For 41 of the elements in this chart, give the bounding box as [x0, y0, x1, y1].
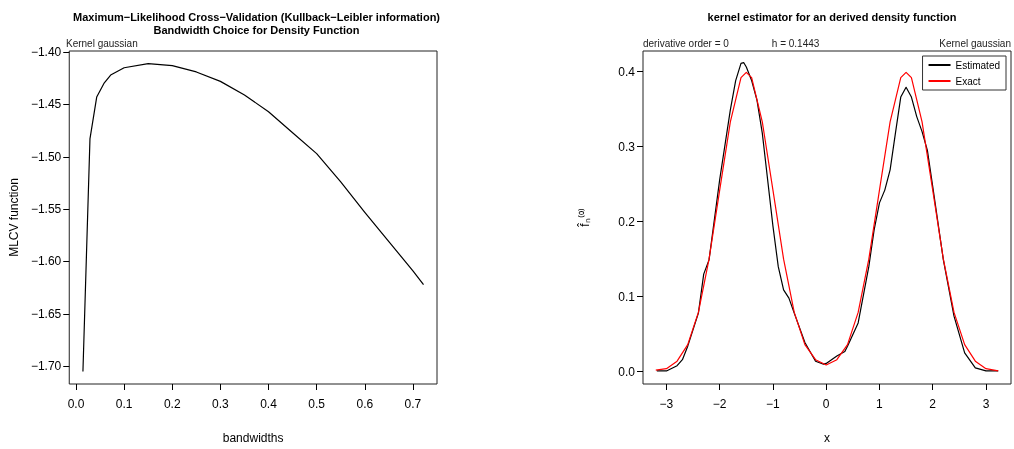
y-tick-label: −1.50 — [30, 149, 62, 164]
y-tick-label: −1.70 — [30, 359, 62, 374]
text: Kernel gaussian — [939, 37, 1011, 49]
chart-title: Maximum−Likelihood Cross−Validation (Kullback−Leibler information) — [72, 10, 441, 23]
y-tick-label: −1.40 — [30, 45, 62, 60]
x-tick-label: 3 — [982, 397, 990, 411]
y-tick-label: −1.45 — [30, 97, 62, 112]
x-tick-label: 0.3 — [212, 397, 230, 411]
x-tick-label: 0 — [822, 397, 830, 411]
legend-label: Estimated — [955, 59, 1001, 71]
text: derivative order = 0 — [643, 37, 730, 49]
line-series — [82, 62, 425, 373]
x-tick-label: 0.2 — [163, 397, 181, 411]
x-tick-label: −2 — [712, 397, 727, 411]
x-tick-label: −1 — [766, 397, 781, 411]
y-tick-label: −1.60 — [30, 254, 62, 269]
x-axis-title: bandwidths — [222, 431, 284, 445]
y-tick-label: −1.65 — [30, 306, 62, 321]
chart-title: kernel estimator for an derived density function — [707, 10, 957, 23]
legend-label: Exact — [955, 75, 981, 87]
y-axis-title: MLCV function — [7, 178, 21, 257]
y-tick-label: 0.3 — [618, 139, 636, 154]
x-tick-label: 0.6 — [356, 397, 374, 411]
x-tick-label: −3 — [659, 397, 674, 411]
x-tick-label: 0.0 — [67, 397, 85, 411]
x-tick-label: 0.5 — [308, 397, 326, 411]
y-tick-label: 0.0 — [618, 364, 636, 379]
y-axis-title: f̂ₙ⁽⁰⁾ — [577, 208, 592, 228]
x-tick-label: 1 — [876, 397, 884, 411]
text: Kernel gaussian — [66, 37, 138, 49]
y-tick-label: −1.55 — [30, 202, 62, 217]
chart-subtitle: Bandwidth Choice for Density Function — [153, 23, 360, 36]
y-tick-label: 0.4 — [618, 64, 636, 79]
text: h = 0.1443 — [771, 37, 820, 49]
x-tick-label: 0.7 — [404, 397, 422, 411]
x-axis-title: x — [824, 431, 830, 445]
y-tick-label: 0.2 — [618, 214, 636, 229]
x-tick-label: 2 — [929, 397, 937, 411]
x-tick-label: 0.4 — [260, 397, 278, 411]
x-tick-label: 0.1 — [115, 397, 133, 411]
y-tick-label: 0.1 — [618, 289, 636, 304]
